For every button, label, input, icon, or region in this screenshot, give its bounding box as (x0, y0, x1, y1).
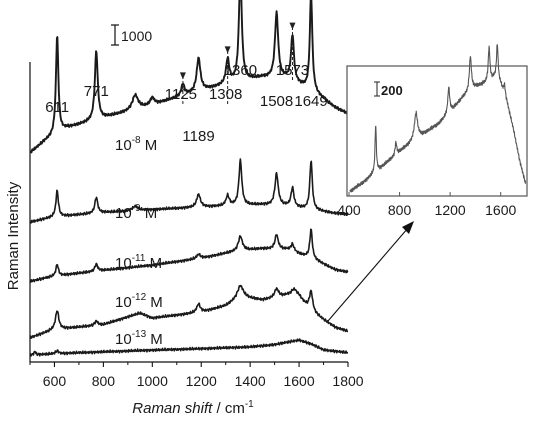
peak-label: 1508 (260, 93, 293, 110)
main-chart: 600 800 1000 1200 1400 1600 1800 611 771 1125 118… (5, 0, 364, 417)
peak-label: 1189 (182, 128, 214, 145)
concentration-unit: M (146, 294, 163, 311)
concentration-unit: M (145, 255, 162, 272)
x-axis-label-sup: -1 (245, 399, 254, 410)
concentration-unit: M (141, 137, 158, 154)
concentration-exponent: -9 (132, 203, 141, 214)
inset-spectrum-line (349, 44, 527, 193)
concentration-label: 10-12 M (115, 292, 163, 311)
spectrum-line (29, 284, 349, 339)
spectrum-line (29, 228, 349, 284)
concentration-base: 10 (115, 255, 132, 272)
concentration-label: 10-9 M (115, 203, 157, 222)
concentration-base: 10 (115, 137, 132, 154)
concentration-label: 10-8 M (115, 135, 157, 154)
concentration-exponent: -11 (132, 253, 146, 264)
inset-scale-bar-label: 200 (381, 83, 403, 98)
spectrum-line (29, 338, 349, 357)
peak-label: 1573 (276, 62, 309, 79)
x-tick-label: 1200 (186, 373, 217, 389)
scale-bar: 1000 (111, 24, 152, 46)
peak-label: 1649 (294, 93, 327, 110)
inset-pointer-arrow (327, 221, 414, 322)
y-axis-label: Raman Intensity (5, 181, 22, 290)
concentration-base: 10 (115, 294, 132, 311)
peak-marker-arrowhead (289, 22, 296, 30)
concentration-exponent: -8 (132, 135, 141, 146)
concentration-exponent: -12 (132, 292, 147, 303)
peak-label: 611 (45, 99, 69, 116)
x-tick-label: 1000 (137, 373, 168, 389)
inset-scale-bar: 200 (374, 81, 403, 98)
spectrum-line (29, 0, 349, 154)
inset-series-group (349, 44, 527, 193)
x-tick-label: 1800 (332, 373, 363, 389)
inset-frame (346, 65, 528, 197)
peak-label: 1125 (165, 86, 197, 103)
x-axis-label-main: Raman shift (132, 400, 213, 417)
concentration-label-group: 10-8 M10-9 M10-11 M10-12 M10-13 M (115, 135, 163, 348)
concentration-base: 10 (115, 331, 132, 348)
spectrum-line (29, 158, 349, 224)
concentration-exponent: -13 (132, 329, 147, 340)
series-group (29, 0, 349, 357)
inset-x-axis-ticks: 400 800 1200 1600 (337, 192, 516, 218)
peak-label: 771 (84, 83, 109, 100)
concentration-base: 10 (115, 205, 132, 222)
inset-x-tick-label: 1600 (485, 202, 516, 218)
inset-chart: 200 400 800 1200 1600 (337, 44, 528, 218)
peak-label: 1308 (209, 86, 242, 103)
inset-x-tick-label: 1200 (435, 202, 466, 218)
peak-marker-arrowhead (179, 72, 186, 80)
x-tick-label: 600 (43, 373, 67, 389)
peak-marker-arrowhead (224, 46, 231, 54)
concentration-unit: M (146, 331, 163, 348)
x-tick-label: 1400 (235, 373, 266, 389)
scale-bar-label: 1000 (121, 28, 152, 44)
concentration-unit: M (141, 205, 158, 222)
concentration-label: 10-13 M (115, 329, 163, 348)
x-axis-ticks: 600 800 1000 1200 1400 1600 1800 (29, 362, 364, 389)
peak-label: 1360 (224, 62, 257, 79)
inset-x-tick-label: 800 (388, 202, 412, 218)
x-axis-label-unit: / cm (212, 400, 245, 417)
concentration-label: 10-11 M (115, 253, 162, 272)
inset-x-tick-label: 400 (337, 202, 361, 218)
x-tick-label: 1600 (283, 373, 314, 389)
x-tick-label: 800 (92, 373, 116, 389)
x-axis-label: Raman shift / cm-1 (132, 399, 254, 417)
